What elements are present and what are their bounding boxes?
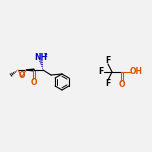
Text: O: O [119, 80, 125, 89]
Text: OH: OH [130, 67, 143, 76]
Text: F: F [105, 79, 111, 88]
Text: O: O [19, 71, 25, 80]
Text: F: F [105, 56, 111, 65]
Text: NH: NH [34, 52, 47, 62]
Text: O: O [31, 78, 37, 87]
Polygon shape [26, 69, 34, 71]
Text: 2: 2 [44, 53, 47, 58]
Text: F: F [98, 67, 103, 76]
